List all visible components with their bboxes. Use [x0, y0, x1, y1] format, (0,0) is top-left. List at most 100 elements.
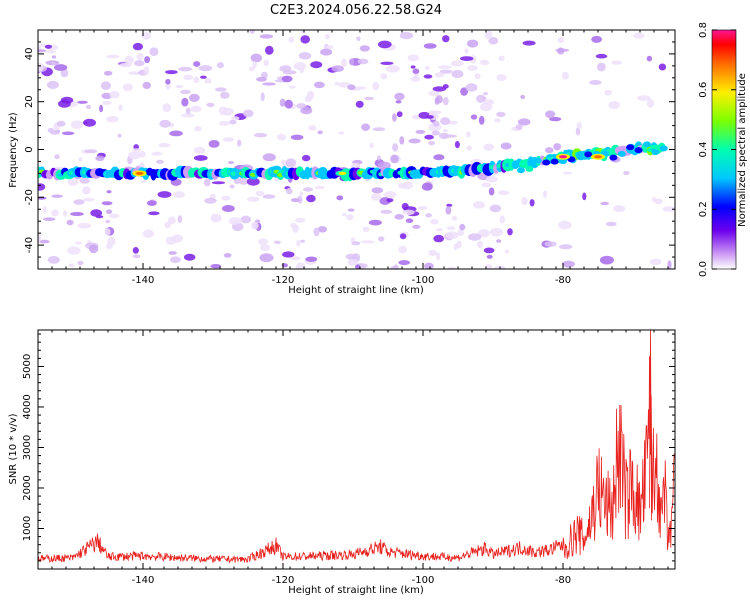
noise-blob	[394, 92, 405, 101]
noise-blob	[51, 61, 56, 65]
noise-blob	[356, 36, 361, 42]
noise-blob	[417, 206, 428, 211]
noise-blob	[169, 130, 183, 137]
noise-blob	[260, 244, 271, 252]
noise-blob	[38, 183, 46, 191]
noise-blob	[493, 265, 506, 269]
noise-blob	[289, 85, 296, 89]
noise-blob	[460, 56, 474, 61]
noise-blob	[433, 154, 445, 161]
snr-y-ticks: 1000 2000 3000 4000 5000	[22, 333, 675, 562]
noise-blob	[39, 43, 45, 47]
y-tick-label: 5000	[22, 354, 33, 379]
noise-blob	[180, 89, 191, 95]
noise-blob	[38, 49, 47, 53]
noise-blob	[473, 201, 485, 209]
ridge-blob	[609, 154, 618, 161]
noise-blob	[46, 50, 57, 54]
noise-blob	[654, 198, 663, 205]
noise-blob	[633, 32, 645, 39]
noise-blob	[56, 120, 66, 127]
noise-blob	[240, 215, 252, 224]
noise-blob	[157, 191, 172, 198]
noise-blob	[355, 100, 364, 108]
noise-blob	[158, 143, 171, 148]
noise-blob	[290, 256, 301, 261]
noise-blob	[193, 155, 208, 161]
noise-blob	[104, 70, 113, 76]
noise-blob	[279, 65, 292, 72]
noise-blob	[227, 161, 235, 164]
noise-blob	[408, 138, 421, 144]
noise-blob	[350, 237, 356, 243]
noise-blob	[477, 229, 490, 238]
x-tick-label: -140	[132, 575, 155, 586]
noise-blob	[476, 94, 486, 103]
noise-blob	[306, 194, 316, 203]
noise-blob	[193, 76, 200, 83]
noise-blob	[483, 143, 495, 151]
noise-blob	[46, 80, 59, 89]
noise-blob	[380, 61, 394, 65]
noise-blob	[399, 233, 407, 240]
ridge-blob	[542, 159, 551, 166]
x-tick-label: -100	[412, 575, 435, 586]
noise-blob	[481, 182, 492, 188]
noise-blob	[613, 205, 626, 213]
noise-blob	[390, 154, 399, 164]
noise-blob	[255, 190, 265, 197]
noise-blob	[102, 100, 112, 105]
noise-blob	[246, 177, 260, 186]
noise-blob	[164, 221, 171, 229]
noise-blob	[442, 97, 449, 106]
noise-blob	[117, 133, 122, 138]
snr-frame	[37, 329, 676, 570]
noise-blob	[259, 34, 274, 39]
noise-blob	[484, 30, 493, 40]
noise-blob	[385, 65, 400, 73]
noise-blob	[346, 214, 354, 221]
noise-blob	[171, 234, 183, 243]
noise-blob	[405, 218, 414, 223]
noise-blob	[398, 260, 411, 266]
noise-blob	[401, 202, 409, 210]
noise-blob	[372, 81, 380, 91]
noise-blob	[51, 194, 63, 198]
noise-blob	[223, 253, 232, 258]
noise-blob	[256, 76, 267, 82]
noise-blob	[211, 181, 226, 185]
noise-blob	[460, 87, 468, 96]
noise-blob	[109, 91, 120, 99]
noise-blob	[106, 115, 119, 123]
noise-blob	[229, 119, 237, 125]
noise-blob	[251, 221, 259, 230]
noise-blob	[95, 155, 105, 162]
noise-blob	[210, 213, 222, 223]
noise-blob	[252, 61, 257, 69]
noise-blob	[250, 53, 262, 63]
noise-blob	[204, 197, 217, 204]
noise-blob	[522, 40, 536, 46]
noise-blob	[457, 228, 465, 237]
colorbar-tick-label: 0.8	[698, 22, 709, 38]
noise-blob	[410, 65, 416, 69]
noise-blob	[296, 262, 306, 269]
noise-blob	[553, 143, 562, 151]
noise-blob	[38, 239, 50, 244]
noise-blob	[61, 131, 75, 136]
noise-blob	[222, 107, 234, 116]
y-tick-label: 1000	[22, 516, 33, 541]
noise-blob	[428, 249, 438, 256]
ridge-blob	[559, 158, 567, 165]
noise-blob	[402, 181, 414, 190]
noise-blob	[338, 131, 345, 135]
noise-blob	[68, 263, 75, 268]
noise-blob	[190, 105, 202, 113]
peak-core	[135, 171, 144, 175]
x-tick-label: -100	[412, 275, 435, 286]
noise-blob	[438, 132, 449, 140]
noise-blob	[170, 256, 181, 264]
noise-blob	[193, 61, 201, 67]
noise-blob	[591, 35, 602, 43]
y-tick-label: 2000	[22, 475, 33, 500]
